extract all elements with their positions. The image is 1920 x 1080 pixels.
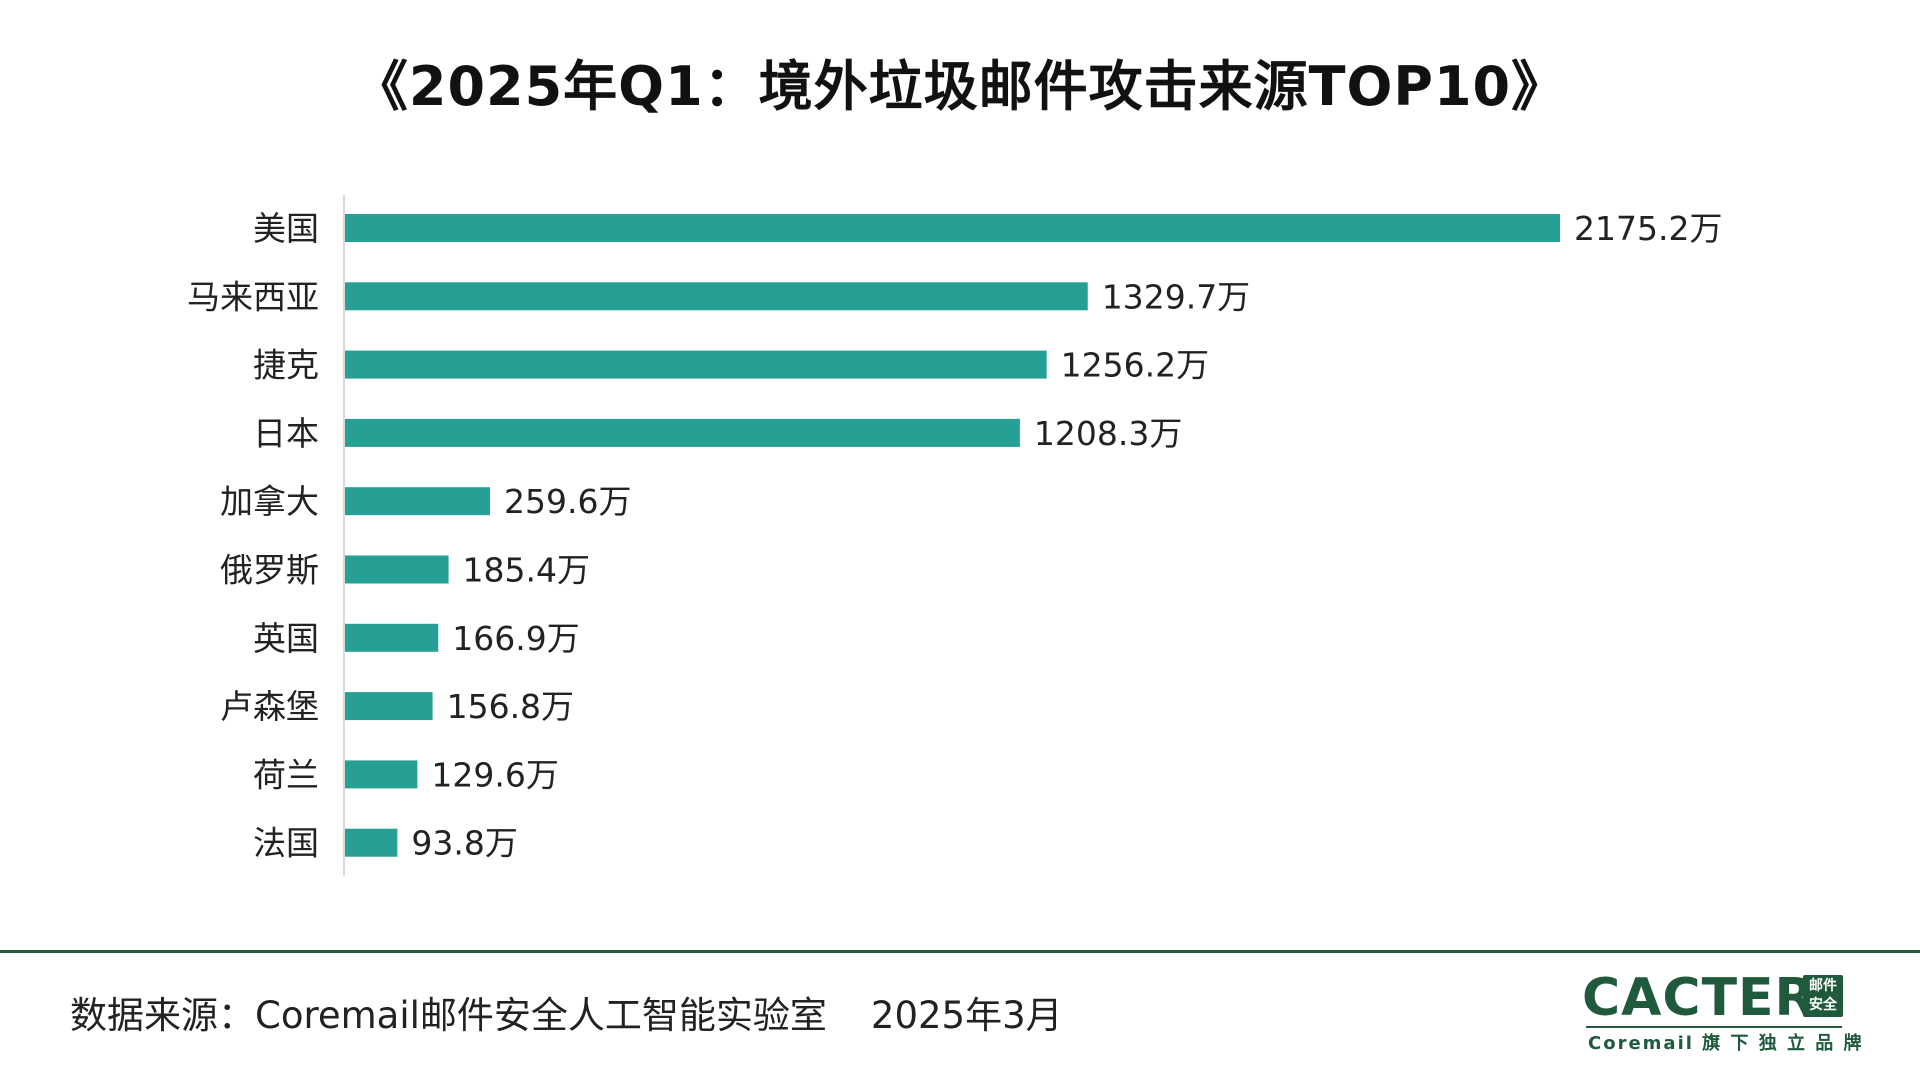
category-label: 荷兰 <box>253 755 319 794</box>
category-label: 法国 <box>253 824 319 863</box>
data-label: 1329.7万 <box>1102 277 1250 316</box>
data-label: 156.8万 <box>447 687 574 726</box>
footer-divider <box>0 950 1920 953</box>
bar <box>345 692 433 721</box>
data-label: 129.6万 <box>431 755 558 794</box>
data-label: 166.9万 <box>452 619 579 658</box>
bar <box>345 418 1020 447</box>
data-label: 259.6万 <box>504 482 631 521</box>
data-label: 2175.2万 <box>1574 209 1722 248</box>
bar <box>345 487 491 516</box>
source-date: 2025年3月 <box>870 994 1063 1037</box>
bar <box>345 350 1047 379</box>
logo-badge: 邮件 安全 <box>1803 975 1843 1017</box>
data-label: 185.4万 <box>463 551 590 590</box>
logo-badge-bottom: 安全 <box>1809 997 1837 1013</box>
logo-underline <box>1586 1026 1842 1028</box>
bar <box>345 555 449 584</box>
category-label: 英国 <box>253 619 319 658</box>
bar <box>345 760 418 789</box>
logo-subtitle: Coremail 旗 下 独 立 品 牌 <box>1588 1033 1864 1054</box>
logo-wordmark: CACTER <box>1582 968 1816 1028</box>
footer-source: 数据来源：Coremail邮件安全人工智能实验室 2025年3月 <box>70 985 1063 1039</box>
data-label: 93.8万 <box>411 824 517 863</box>
category-label: 俄罗斯 <box>220 551 319 590</box>
category-label: 日本 <box>253 414 319 453</box>
category-label: 美国 <box>253 209 319 248</box>
category-label: 卢森堡 <box>220 687 319 726</box>
bar <box>345 828 398 857</box>
logo-badge-top: 邮件 <box>1809 978 1837 994</box>
chart-title: 《2025年Q1：境外垃圾邮件攻击来源TOP10》 <box>353 55 1567 118</box>
data-label: 1256.2万 <box>1061 346 1209 385</box>
cacter-logo: CACTER 邮件 安全 Coremail 旗 下 独 立 品 牌 <box>1582 968 1862 1054</box>
bar <box>345 282 1088 311</box>
bar <box>345 214 1560 242</box>
data-label: 1208.3万 <box>1034 414 1182 453</box>
bar <box>345 623 439 652</box>
category-label: 马来西亚 <box>187 277 319 316</box>
category-label: 加拿大 <box>220 482 319 521</box>
source-text: 数据来源：Coremail邮件安全人工智能实验室 <box>70 994 827 1037</box>
category-label: 捷克 <box>253 346 319 385</box>
